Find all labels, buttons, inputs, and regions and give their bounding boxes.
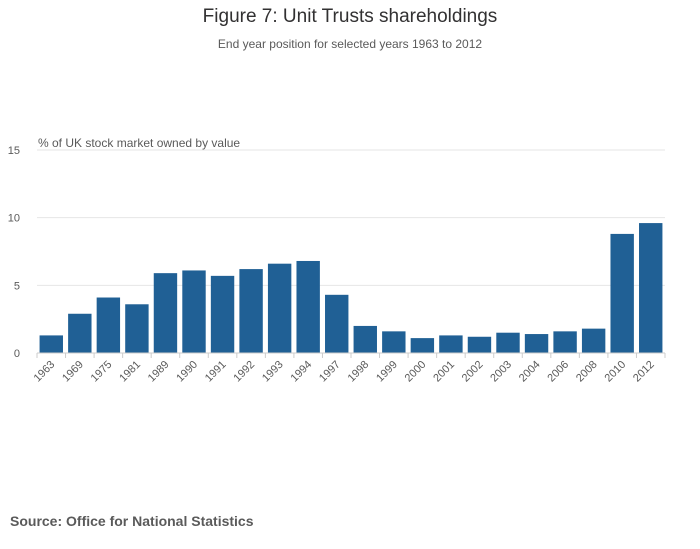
x-tick-label: 2012 [631, 359, 657, 385]
gridlines [37, 149, 665, 286]
x-tick-label: 1963 [32, 359, 58, 385]
bar-2003[interactable] [496, 332, 520, 353]
x-tick-label: 2001 [431, 359, 457, 385]
y-tick-label: 10 [8, 213, 20, 225]
bar-1991[interactable] [210, 275, 235, 353]
x-tick-label: 1993 [260, 359, 286, 385]
bar-2008[interactable] [581, 328, 606, 353]
x-tick-label: 1981 [117, 359, 143, 385]
chart-subtitle: End year position for selected years 196… [217, 37, 483, 51]
x-tick-label: 2004 [517, 359, 543, 385]
x-axis-ticks: 1963 1969 1975 1981 1989 1990 1991 1992 1993 1994… [32, 359, 657, 385]
bar-2002[interactable] [467, 336, 492, 353]
x-tick-label: 2008 [574, 359, 600, 385]
x-tick-label: 1992 [231, 359, 257, 385]
y-axis-label: % of UK stock market owned by value [38, 136, 241, 150]
x-tick-label: 1997 [317, 359, 343, 385]
x-tick-label: 2002 [460, 359, 486, 385]
bar-2012[interactable] [639, 223, 663, 353]
bar-1981[interactable] [125, 304, 149, 353]
bar-2010[interactable] [610, 233, 634, 353]
x-tick-label: 1975 [89, 359, 115, 385]
x-tick-label: 1994 [289, 359, 315, 385]
bar-1990[interactable] [182, 270, 206, 353]
x-tick-label: 1990 [174, 359, 200, 385]
x-axis [36, 352, 666, 358]
bar-1992[interactable] [239, 269, 263, 353]
x-tick-label: 1989 [146, 359, 172, 385]
source-note: Source: Office for National Statistics [10, 513, 254, 529]
y-axis-ticks: 0 5 10 15 [8, 145, 20, 360]
x-tick-label: 1969 [60, 359, 86, 385]
bar-2000[interactable] [410, 338, 435, 353]
bar-1994[interactable] [296, 260, 320, 353]
bar-1999[interactable] [382, 331, 406, 353]
bar-2001[interactable] [439, 335, 463, 353]
bar-1997[interactable] [325, 294, 349, 353]
bar-2004[interactable] [524, 334, 549, 353]
x-tick-label: 2006 [545, 359, 571, 385]
bar-1989[interactable] [153, 273, 178, 353]
bar-1993[interactable] [267, 263, 292, 353]
x-tick-label: 2010 [603, 359, 629, 385]
y-tick-label: 0 [14, 348, 20, 360]
bar-1963[interactable] [39, 335, 63, 353]
bar-1969[interactable] [68, 313, 92, 353]
bar-2006[interactable] [553, 331, 577, 353]
x-tick-label: 1999 [374, 359, 400, 385]
y-tick-label: 5 [14, 280, 20, 292]
bar-1998[interactable] [353, 325, 377, 353]
x-tick-label: 2003 [488, 359, 514, 385]
x-tick-label: 1991 [203, 359, 229, 385]
chart-title: Figure 7: Unit Trusts shareholdings [202, 6, 498, 27]
x-tick-label: 2000 [403, 359, 429, 385]
y-tick-label: 15 [8, 145, 20, 157]
bars [39, 223, 663, 353]
bar-1975[interactable] [96, 297, 121, 353]
x-tick-label: 1998 [346, 359, 372, 385]
